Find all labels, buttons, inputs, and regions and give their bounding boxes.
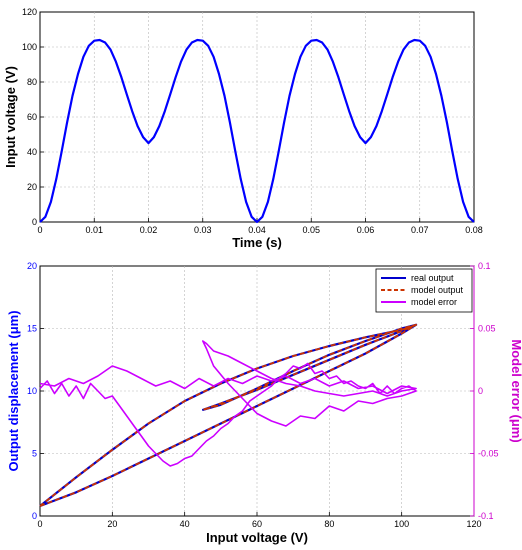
x-tick-label: 60 xyxy=(252,519,262,529)
y-tick-label: 100 xyxy=(22,42,37,52)
series-top xyxy=(39,38,475,224)
y-tick-label: 40 xyxy=(27,147,37,157)
voltage-time-chart: 0 0.01 0.02 0.03 0.04 0.05 0.06 0.07 0.08 0 20 40 60… xyxy=(3,7,483,250)
x-tick-label: 120 xyxy=(466,519,481,529)
legend-box xyxy=(375,268,473,313)
ticks-bottom: 0 20 40 60 80 100 120 0 5 10 15 20 -0.1 -0.05 0 0.05 0.1 xyxy=(27,261,499,529)
x-axis-label-top: Time (s) xyxy=(232,235,282,250)
displacement-voltage-chart: 0 20 40 60 80 100 120 0 5 10 15 20 -0.1 -0.05 0 0.05 0.1… xyxy=(6,261,522,545)
y-axis-label-top: Input voltage (V) xyxy=(3,66,18,168)
x-tick-label: 0.01 xyxy=(85,225,103,235)
x-tick-label: 0 xyxy=(37,225,42,235)
series-line-model-output xyxy=(39,323,418,507)
y-axis-label-bottom: Output displacement (μm) xyxy=(6,310,21,471)
y-tick-label: 20 xyxy=(27,182,37,192)
y-tick-label: 0 xyxy=(32,217,37,227)
series-line-input-voltage xyxy=(39,38,475,224)
series-line-model-error xyxy=(39,340,417,467)
y2-tick-label: -0.05 xyxy=(478,449,499,459)
x-tick-label: 0.05 xyxy=(302,225,320,235)
legend-label-real-output: real output xyxy=(411,273,454,283)
x-tick-label: 0.03 xyxy=(194,225,212,235)
x-axis-label-bottom: Input voltage (V) xyxy=(206,530,308,545)
x-tick-label: 0.04 xyxy=(248,225,266,235)
legend: real output model output model error xyxy=(375,268,473,313)
x-tick-label: 40 xyxy=(180,519,190,529)
legend-label-model-error: model error xyxy=(411,297,457,307)
x-tick-label: 80 xyxy=(324,519,334,529)
y-tick-label: 5 xyxy=(32,449,37,459)
y-tick-label: 15 xyxy=(27,324,37,334)
ticks-top: 0 0.01 0.02 0.03 0.04 0.05 0.06 0.07 0.08 0 20 40 60… xyxy=(22,7,483,235)
y2-axis-label-bottom: Model error (μm) xyxy=(509,339,522,442)
series-bottom xyxy=(39,323,418,508)
x-tick-label: 0 xyxy=(37,519,42,529)
y2-tick-label: -0.1 xyxy=(478,511,494,521)
y-tick-label: 60 xyxy=(27,112,37,122)
y-tick-label: 80 xyxy=(27,77,37,87)
x-tick-label: 0.07 xyxy=(411,225,429,235)
y-tick-label: 120 xyxy=(22,7,37,17)
x-tick-label: 20 xyxy=(107,519,117,529)
x-tick-label: 0.02 xyxy=(140,225,158,235)
x-tick-label: 0.08 xyxy=(465,225,483,235)
y2-tick-label: 0.1 xyxy=(478,261,491,271)
x-tick-label: 100 xyxy=(394,519,409,529)
grid-top xyxy=(40,12,474,222)
x-tick-label: 0.06 xyxy=(357,225,375,235)
y-tick-label: 0 xyxy=(32,511,37,521)
y-tick-label: 10 xyxy=(27,386,37,396)
y-tick-label: 20 xyxy=(27,261,37,271)
legend-label-model-output: model output xyxy=(411,285,464,295)
y2-tick-label: 0 xyxy=(478,386,483,396)
y2-tick-label: 0.05 xyxy=(478,324,496,334)
